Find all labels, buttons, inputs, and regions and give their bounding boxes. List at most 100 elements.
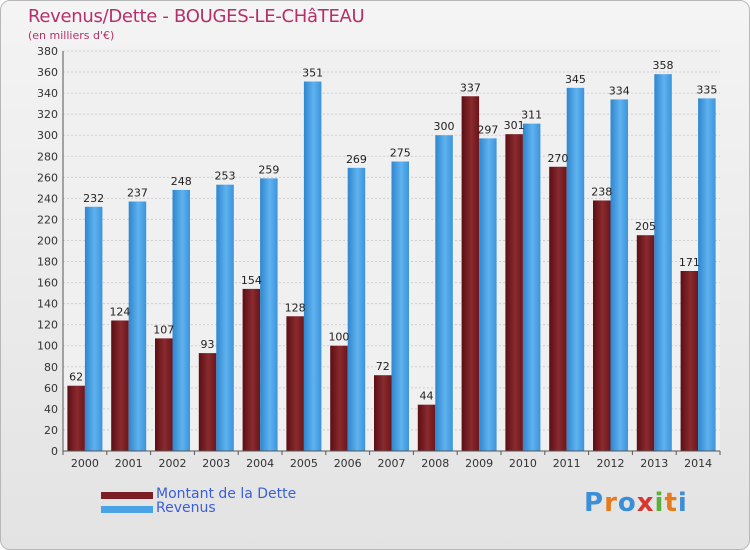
data-label-dette: 62 — [69, 371, 83, 384]
bar-revenus — [654, 74, 672, 451]
data-label-revenus: 275 — [390, 147, 411, 160]
bar-dette — [286, 316, 304, 451]
axes: 0 20 40 60 80 100 120 140 160 180 200 220 240 260 280 3… — [37, 45, 721, 470]
y-tick-label: 320 — [37, 108, 58, 121]
data-label-dette: 270 — [547, 152, 568, 165]
chart-title: Revenus/Dette - BOUGES-LE-CHâTEAU — [28, 6, 365, 27]
x-tick-label: 2014 — [684, 457, 712, 470]
y-tick-label: 180 — [37, 256, 58, 269]
y-tick-label: 200 — [37, 234, 58, 247]
bar-revenus — [522, 123, 541, 451]
data-label-revenus: 237 — [127, 187, 148, 200]
bar-revenus — [566, 87, 585, 451]
bar-dette — [198, 353, 217, 451]
data-label-dette: 93 — [201, 338, 215, 351]
data-label-revenus: 358 — [653, 59, 674, 72]
y-tick-label: 80 — [44, 361, 58, 374]
y-tick-label: 0 — [51, 445, 58, 458]
data-label-dette: 337 — [460, 81, 481, 94]
bar-revenus — [610, 99, 628, 451]
y-tick-label: 20 — [44, 424, 58, 437]
data-label-dette: 205 — [635, 220, 656, 233]
bar-revenus — [216, 184, 234, 451]
y-tick-label: 380 — [37, 45, 58, 58]
data-label-dette: 171 — [679, 256, 700, 269]
y-tick-label: 220 — [37, 213, 58, 226]
data-label-dette: 124 — [109, 305, 130, 318]
x-tick-label: 2002 — [159, 457, 187, 470]
bar-dette — [549, 166, 567, 451]
bar-dette — [155, 338, 173, 451]
data-label-revenus: 232 — [83, 192, 104, 205]
legend-swatch-dette — [101, 492, 153, 499]
data-label-dette: 154 — [241, 274, 262, 287]
x-tick-label: 2012 — [597, 457, 625, 470]
bar-dette — [461, 96, 480, 452]
data-label-dette: 44 — [420, 390, 434, 403]
data-label-dette: 238 — [591, 185, 612, 198]
bar-revenus — [347, 167, 366, 451]
data-label-revenus: 345 — [565, 73, 586, 86]
y-tick-label: 160 — [37, 277, 58, 290]
bar-dette — [505, 134, 523, 451]
y-tick-label: 260 — [37, 171, 58, 184]
bar-dette — [417, 404, 436, 451]
bar-revenus — [435, 135, 453, 452]
bars — [67, 74, 716, 452]
y-tick-label: 120 — [37, 319, 58, 332]
data-label-revenus: 259 — [258, 163, 279, 176]
y-tick-label: 240 — [37, 192, 58, 205]
data-label-revenus: 248 — [171, 175, 192, 188]
bar-revenus — [260, 178, 278, 452]
bar-revenus — [479, 138, 497, 452]
y-tick-label: 140 — [37, 298, 58, 311]
y-tick-label: 300 — [37, 129, 58, 142]
data-label-dette: 128 — [285, 301, 306, 314]
data-label-dette: 72 — [376, 360, 390, 373]
legend-label-dette: Montant de la Dette — [156, 486, 297, 502]
x-tick-label: 2005 — [290, 457, 318, 470]
data-label-dette: 301 — [504, 119, 525, 132]
x-tick-label: 2004 — [246, 457, 274, 470]
y-tick-label: 40 — [44, 403, 58, 416]
y-tick-label: 360 — [37, 66, 58, 79]
data-label-revenus: 334 — [609, 84, 630, 97]
y-tick-label: 60 — [44, 382, 58, 395]
x-tick-label: 2006 — [334, 457, 362, 470]
bar-revenus — [303, 81, 322, 452]
bar-revenus — [391, 161, 409, 452]
bar-revenus — [128, 201, 147, 451]
data-label-revenus: 253 — [215, 170, 236, 183]
x-tick-label: 2008 — [421, 457, 449, 470]
bar-revenus — [172, 189, 190, 451]
bar-dette — [330, 345, 348, 451]
bar-dette — [680, 271, 699, 451]
bar-dette — [111, 320, 129, 451]
legend-swatch-revenus — [101, 506, 153, 513]
y-tick-label: 100 — [37, 340, 58, 353]
bar-revenus — [698, 98, 716, 452]
x-tick-label: 2007 — [378, 457, 406, 470]
data-label-dette: 100 — [328, 331, 349, 344]
data-label-revenus: 335 — [696, 83, 717, 96]
x-tick-label: 2010 — [509, 457, 537, 470]
bar-revenus — [84, 206, 103, 451]
x-tick-label: 2009 — [465, 457, 493, 470]
y-tick-label: 280 — [37, 150, 58, 163]
x-tick-label: 2003 — [202, 457, 230, 470]
bar-dette — [636, 235, 655, 451]
bar-dette — [374, 375, 392, 451]
legend-label-revenus: Revenus — [156, 500, 216, 516]
x-tick-label: 2011 — [553, 457, 581, 470]
data-labels: 62 232 124 237 107 248 93 253 154 259 128 351 100 269… — [69, 59, 717, 403]
chart-subtitle: (en milliers d'€) — [28, 29, 115, 42]
data-label-revenus: 311 — [521, 109, 542, 122]
bar-dette — [593, 200, 611, 451]
data-label-revenus: 269 — [346, 153, 367, 166]
y-tick-label: 340 — [37, 87, 58, 100]
data-label-revenus: 300 — [434, 120, 455, 133]
data-label-dette: 107 — [153, 323, 174, 336]
bar-dette — [242, 288, 261, 451]
